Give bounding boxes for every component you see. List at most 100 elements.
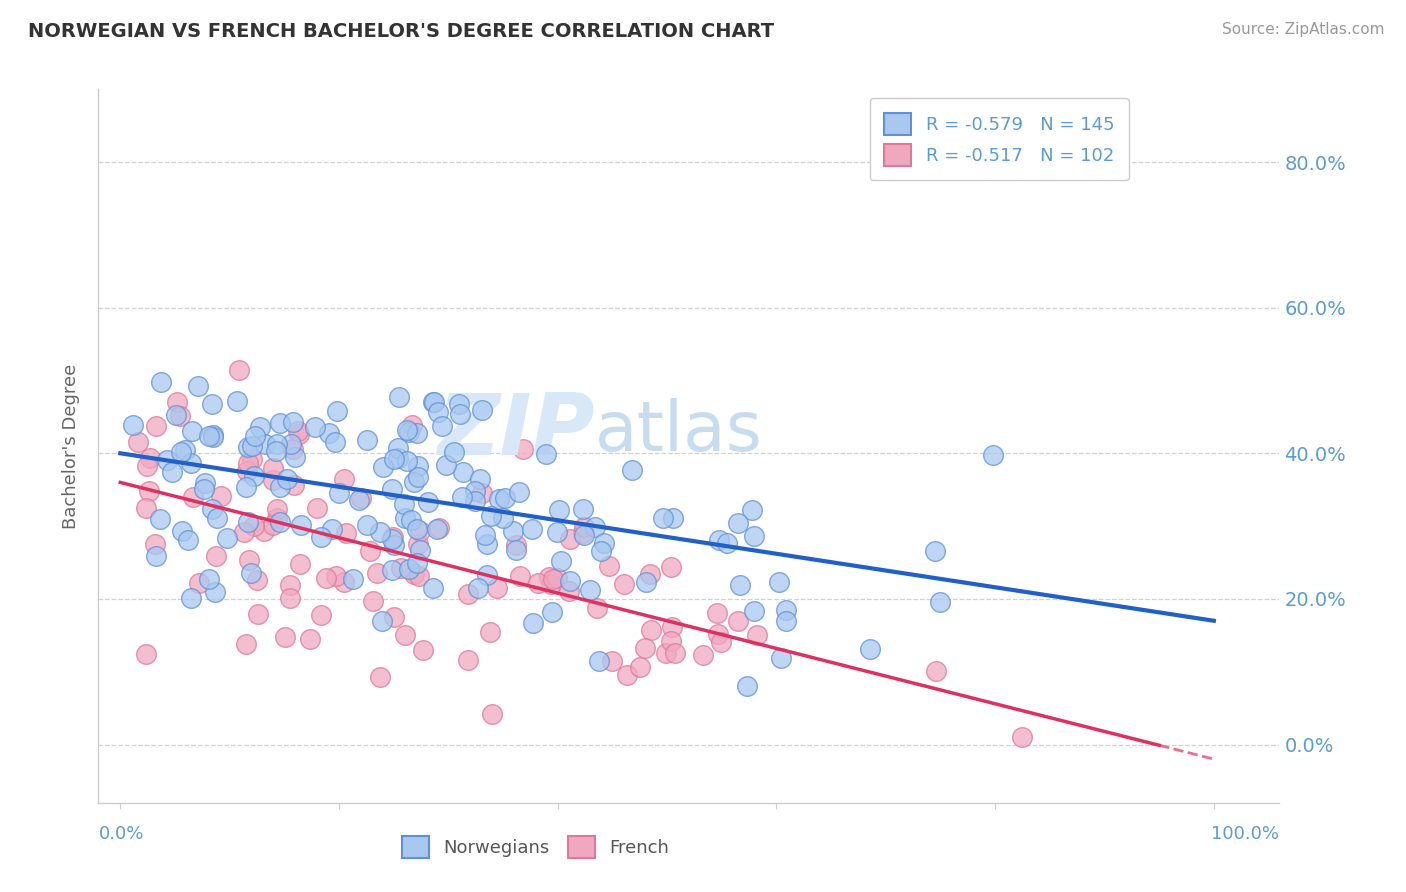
- Point: [467, 582, 489, 596]
- Point: [204, 585, 226, 599]
- Point: [240, 439, 263, 453]
- Point: [742, 529, 765, 543]
- Point: [447, 397, 470, 411]
- Point: [323, 435, 346, 450]
- Point: [638, 567, 661, 582]
- Point: [451, 465, 474, 479]
- Point: [236, 441, 259, 455]
- Point: [388, 390, 411, 404]
- Point: [408, 568, 430, 582]
- Point: [283, 415, 305, 429]
- Point: [474, 527, 496, 541]
- Point: [373, 459, 395, 474]
- Point: [416, 495, 439, 509]
- Point: [160, 466, 183, 480]
- Point: [269, 416, 291, 430]
- Point: [280, 436, 302, 450]
- Point: [243, 518, 266, 533]
- Point: [408, 536, 430, 550]
- Point: [488, 491, 510, 506]
- Point: [540, 576, 562, 591]
- Point: [546, 571, 568, 585]
- Point: [238, 553, 260, 567]
- Point: [652, 510, 675, 524]
- Point: [560, 574, 582, 589]
- Point: [309, 530, 332, 544]
- Point: [859, 642, 882, 657]
- Point: [368, 524, 391, 539]
- Point: [468, 472, 491, 486]
- Point: [768, 575, 790, 590]
- Point: [135, 648, 157, 662]
- Point: [269, 515, 291, 529]
- Point: [382, 609, 405, 624]
- Point: [180, 456, 202, 470]
- Point: [201, 396, 224, 410]
- Point: [586, 600, 609, 615]
- Text: Source: ZipAtlas.com: Source: ZipAtlas.com: [1222, 22, 1385, 37]
- Point: [634, 574, 657, 589]
- Point: [434, 458, 457, 472]
- Point: [598, 558, 620, 573]
- Point: [492, 510, 515, 524]
- Point: [382, 538, 405, 552]
- Point: [583, 519, 606, 533]
- Point: [145, 418, 167, 433]
- Point: [574, 528, 596, 542]
- Point: [538, 570, 561, 584]
- Point: [471, 485, 494, 500]
- Point: [727, 614, 749, 628]
- Point: [405, 556, 427, 570]
- Point: [394, 511, 416, 525]
- Point: [321, 522, 343, 536]
- Point: [240, 566, 263, 580]
- Point: [249, 420, 271, 434]
- Point: [205, 549, 228, 563]
- Y-axis label: Bachelor's Degree: Bachelor's Degree: [62, 363, 80, 529]
- Point: [409, 524, 432, 538]
- Point: [135, 501, 157, 516]
- Point: [197, 572, 219, 586]
- Point: [640, 623, 662, 637]
- Point: [389, 561, 412, 575]
- Point: [925, 665, 948, 679]
- Point: [332, 574, 354, 589]
- Point: [304, 419, 326, 434]
- Point: [209, 489, 232, 503]
- Point: [359, 543, 381, 558]
- Point: [381, 563, 404, 577]
- Point: [366, 566, 388, 580]
- Point: [156, 452, 179, 467]
- Point: [278, 591, 301, 606]
- Point: [457, 587, 479, 601]
- Point: [770, 650, 793, 665]
- Point: [422, 582, 444, 596]
- Point: [401, 513, 423, 527]
- Point: [406, 458, 429, 473]
- Point: [284, 450, 307, 464]
- Point: [381, 532, 404, 546]
- Point: [202, 429, 225, 443]
- Text: 0.0%: 0.0%: [98, 824, 143, 843]
- Point: [464, 494, 486, 508]
- Point: [166, 395, 188, 409]
- Point: [356, 518, 378, 533]
- Point: [347, 492, 370, 507]
- Point: [247, 607, 270, 621]
- Text: 100.0%: 100.0%: [1212, 824, 1279, 843]
- Point: [423, 395, 446, 409]
- Point: [328, 486, 350, 500]
- Point: [406, 522, 429, 536]
- Point: [309, 607, 332, 622]
- Point: [571, 526, 593, 541]
- Point: [505, 538, 527, 552]
- Point: [243, 429, 266, 443]
- Point: [457, 653, 479, 667]
- Point: [520, 523, 543, 537]
- Point: [143, 537, 166, 551]
- Point: [181, 491, 204, 505]
- Point: [406, 426, 429, 441]
- Point: [775, 603, 797, 617]
- Point: [692, 648, 714, 662]
- Point: [394, 627, 416, 641]
